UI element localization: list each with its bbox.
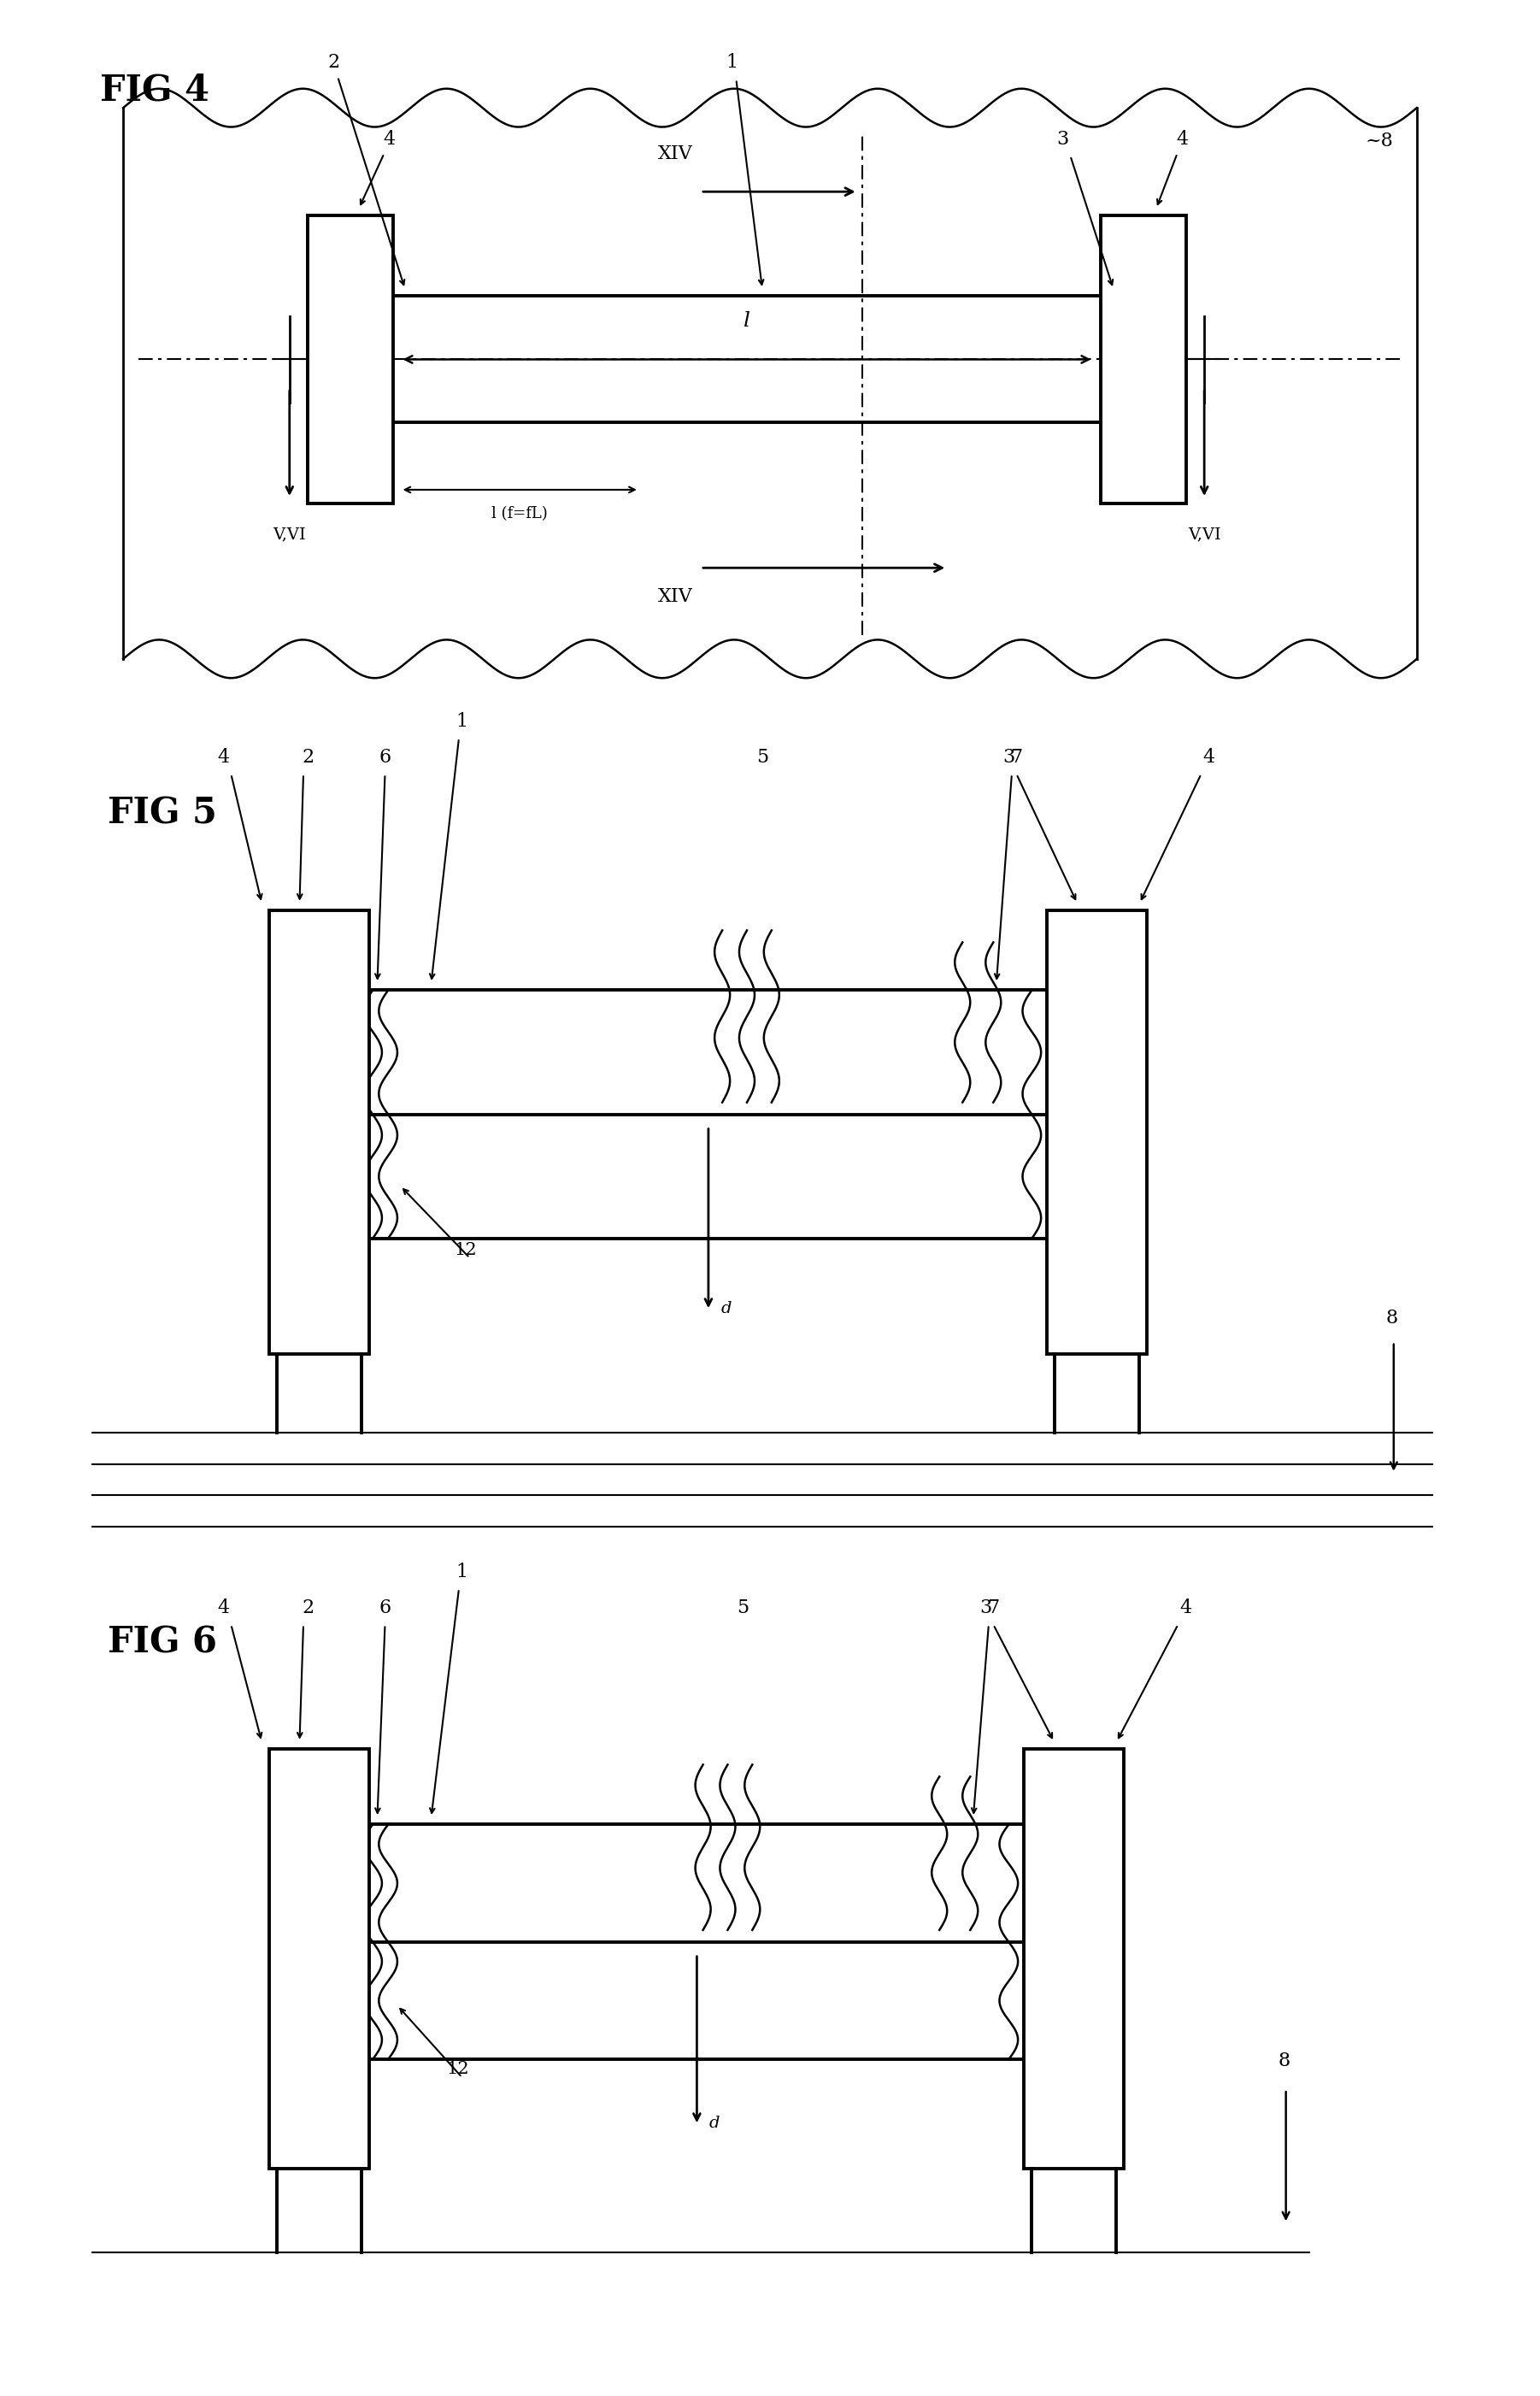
- Text: 4: 4: [1177, 129, 1187, 149]
- Text: 4: 4: [1180, 1598, 1192, 1617]
- Text: V,VI: V,VI: [273, 527, 306, 541]
- Text: 12: 12: [447, 2061, 470, 2077]
- Text: 12: 12: [454, 1241, 477, 1258]
- Text: XIV: XIV: [658, 587, 693, 606]
- Text: 6: 6: [379, 748, 391, 767]
- Text: 4: 4: [217, 748, 229, 767]
- Text: 6: 6: [379, 1598, 391, 1617]
- Text: 1: 1: [456, 1562, 468, 1581]
- Text: FIG 6: FIG 6: [108, 1624, 217, 1660]
- Text: 7: 7: [987, 1598, 999, 1617]
- Text: 1: 1: [456, 712, 468, 731]
- Text: d: d: [708, 2116, 719, 2130]
- Bar: [269, 1749, 370, 2168]
- Text: 8: 8: [1386, 1308, 1398, 1327]
- Text: 1: 1: [725, 53, 738, 72]
- Text: 3: 3: [979, 1598, 992, 1617]
- Text: XIV: XIV: [658, 144, 693, 163]
- Text: 4: 4: [217, 1598, 229, 1617]
- Text: 3: 3: [1056, 129, 1069, 149]
- Text: 4: 4: [1203, 748, 1215, 767]
- Text: l: l: [744, 311, 750, 331]
- Text: l (f=fL): l (f=fL): [491, 506, 548, 522]
- Bar: [1024, 1749, 1124, 2168]
- Text: 5: 5: [738, 1598, 748, 1617]
- Bar: [308, 216, 393, 503]
- Text: d: d: [721, 1301, 731, 1315]
- Text: 7: 7: [1010, 748, 1023, 767]
- Bar: [269, 910, 370, 1354]
- Text: FIG 4: FIG 4: [100, 72, 209, 108]
- Text: FIG 5: FIG 5: [108, 795, 217, 831]
- Text: V,VI: V,VI: [1187, 527, 1221, 541]
- Text: 4: 4: [383, 129, 394, 149]
- Text: 2: 2: [302, 1598, 314, 1617]
- Text: ~8: ~8: [1366, 132, 1394, 151]
- Bar: [1101, 216, 1186, 503]
- Text: 3: 3: [1003, 748, 1015, 767]
- Text: 2: 2: [328, 53, 339, 72]
- Bar: [1047, 910, 1147, 1354]
- Text: 8: 8: [1278, 2051, 1291, 2070]
- Text: 5: 5: [756, 748, 768, 767]
- Text: 2: 2: [302, 748, 314, 767]
